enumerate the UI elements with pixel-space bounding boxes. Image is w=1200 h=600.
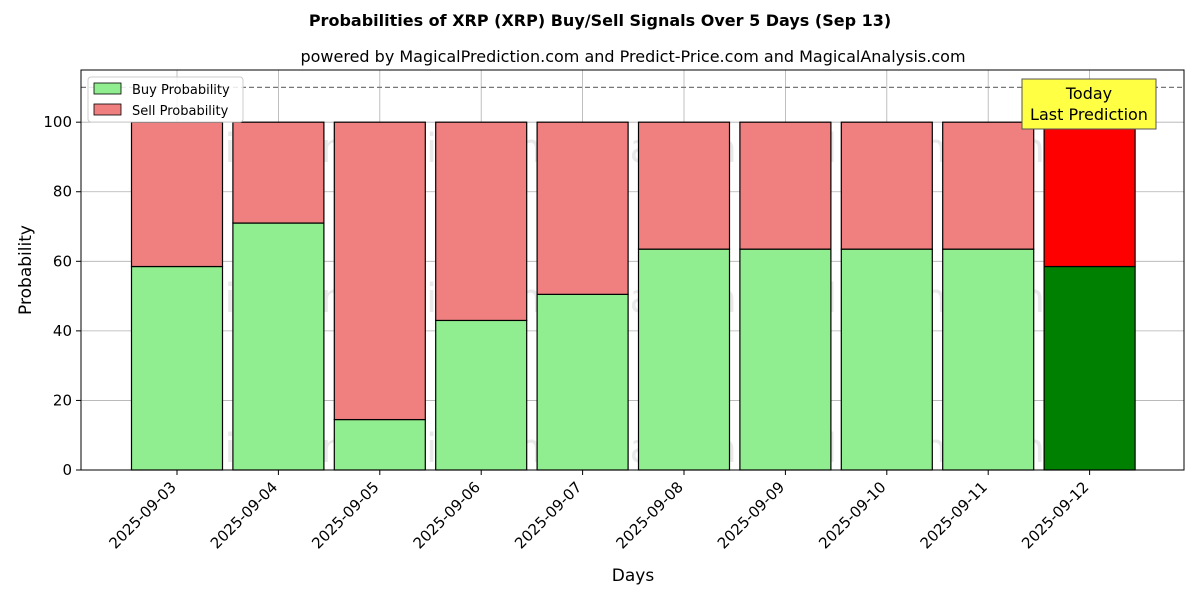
legend-box	[87, 76, 244, 123]
plot-frame	[80, 69, 1185, 471]
bar-sell	[232, 121, 325, 224]
x-tick-label: 2025-09-12	[1018, 478, 1092, 552]
bars	[130, 121, 1136, 471]
bar-buy	[333, 418, 426, 471]
legend: Buy Probability Sell Probability	[87, 76, 244, 123]
y-axis-label: Probability	[16, 225, 36, 315]
legend-label-sell: Sell Probability	[132, 104, 229, 119]
bar-sell	[435, 121, 528, 322]
x-tick-label: 2025-09-03	[105, 478, 179, 552]
legend-label-buy: Buy Probability	[132, 83, 230, 98]
chart-subtitle: powered by MagicalPrediction.com and Pre…	[300, 47, 965, 66]
y-tick-label: 40	[53, 322, 72, 340]
bar-buy	[435, 319, 528, 471]
y-tick-label: 100	[43, 113, 72, 131]
legend-swatch-sell	[93, 103, 122, 116]
y-tick-label: 80	[53, 183, 72, 201]
x-tick-label: 2025-09-04	[207, 478, 281, 552]
y-axis: 0 20 40 60 80 100	[43, 113, 81, 479]
chart-title: Probabilities of XRP (XRP) Buy/Sell Sign…	[309, 11, 891, 30]
y-tick-label: 0	[62, 461, 72, 479]
bar-sell	[942, 121, 1035, 250]
bar-buy	[232, 222, 325, 471]
bar-buy	[942, 248, 1035, 471]
bar-sell	[1043, 121, 1136, 268]
x-tick-label: 2025-09-10	[815, 478, 889, 552]
legend-swatch-buy	[93, 82, 122, 95]
y-tick-label: 20	[53, 391, 72, 409]
annotation-line-2: Last Prediction	[1030, 105, 1148, 124]
x-tick-label: 2025-09-05	[308, 478, 382, 552]
bar-buy	[739, 248, 832, 471]
x-tick-label: 2025-09-09	[714, 478, 788, 552]
bar-buy	[637, 248, 731, 471]
bar-sell	[130, 121, 224, 268]
annotation-box	[1021, 78, 1157, 130]
x-tick-label: 2025-09-06	[410, 478, 484, 552]
x-axis-label: Days	[612, 566, 655, 586]
bar-buy	[536, 293, 629, 471]
bar-buy	[1043, 265, 1136, 471]
bar-buy	[840, 248, 933, 471]
today-annotation: Today Last Prediction	[1021, 78, 1157, 130]
bar-sell	[333, 121, 426, 421]
bar-sell	[840, 121, 933, 250]
annotation-line-1: Today	[1065, 84, 1112, 103]
x-tick-label: 2025-09-11	[917, 478, 991, 552]
bar-sell	[739, 121, 832, 250]
bar-sell	[637, 121, 731, 250]
x-tick-label: 2025-09-07	[511, 478, 585, 552]
bar-sell	[536, 121, 629, 295]
y-tick-label: 60	[53, 252, 72, 270]
x-axis: 2025-09-03 2025-09-04 2025-09-05 2025-09-06…	[105, 470, 1092, 552]
x-tick-label: 2025-09-08	[612, 478, 686, 552]
bar-buy	[130, 265, 224, 471]
